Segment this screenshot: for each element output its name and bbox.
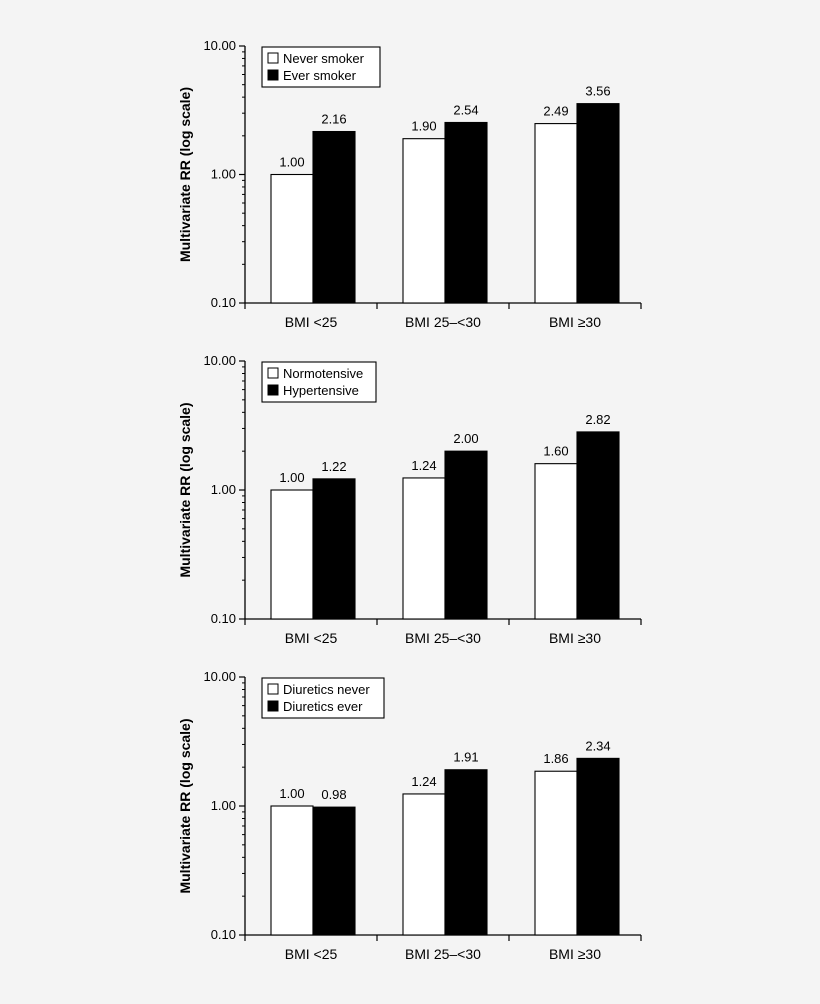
y-axis-label: Multivariate RR (log scale) — [177, 402, 193, 577]
bar-black-2 — [444, 121, 488, 304]
legend-box — [261, 361, 377, 403]
data-label: 0.98 — [321, 787, 346, 802]
y-axis-label: Multivariate RR (log scale) — [177, 718, 193, 893]
bar-white-2 — [402, 793, 446, 936]
x-category-label: BMI <25 — [285, 630, 338, 646]
data-label: 1.22 — [321, 459, 346, 474]
legend-swatch-2 — [267, 69, 279, 81]
y-tick-label: 1.00 — [211, 482, 236, 497]
legend-label-1: Diuretics never — [283, 682, 370, 697]
data-label: 1.00 — [279, 155, 304, 170]
legend-swatch-2 — [267, 700, 279, 712]
legend-swatch-2 — [267, 384, 279, 396]
chart-panel-3: Multivariate RR (log scale) 0.10 1.00 10.00… — [177, 669, 642, 962]
data-label: 2.34 — [585, 738, 610, 753]
data-label: 2.54 — [453, 102, 478, 117]
data-label: 1.60 — [543, 444, 568, 459]
y-tick-label: 1.00 — [211, 798, 236, 813]
legend-label-2: Diuretics ever — [283, 699, 363, 714]
bar-black-3 — [576, 103, 620, 304]
y-tick-label: 10.00 — [203, 353, 236, 368]
legend-swatch-1 — [267, 52, 279, 64]
legend-swatch-1 — [267, 367, 279, 379]
y-tick-label: 10.00 — [203, 38, 236, 53]
bar-black-2 — [444, 769, 488, 936]
chart-panel-2: Multivariate RR (log scale) 0.10 1.00 10.00… — [177, 353, 642, 646]
bar-white-3 — [534, 463, 578, 620]
y-tick-label: 0.10 — [211, 611, 236, 626]
x-category-label: BMI <25 — [285, 314, 338, 330]
x-category-label: BMI 25–<30 — [405, 946, 481, 962]
bar-white-1 — [270, 173, 314, 304]
data-label: 1.90 — [411, 119, 436, 134]
bar-black-1 — [312, 806, 356, 936]
x-category-label: BMI ≥30 — [549, 314, 601, 330]
legend-label-2: Hypertensive — [283, 383, 359, 398]
legend-label-1: Normotensive — [283, 366, 363, 381]
bar-white-1 — [270, 805, 314, 936]
data-label: 1.00 — [279, 786, 304, 801]
data-label: 2.82 — [585, 412, 610, 427]
legend-label-2: Ever smoker — [283, 68, 357, 83]
data-label: 3.56 — [585, 84, 610, 99]
data-label: 1.24 — [411, 774, 436, 789]
bar-black-3 — [576, 757, 620, 936]
legend-box — [261, 677, 385, 719]
bar-white-3 — [534, 123, 578, 304]
y-tick-label: 10.00 — [203, 669, 236, 684]
legend-label-1: Never smoker — [283, 51, 365, 66]
legend-swatch-1 — [267, 683, 279, 695]
x-category-label: BMI 25–<30 — [405, 630, 481, 646]
y-tick-label: 0.10 — [211, 927, 236, 942]
x-category-label: BMI 25–<30 — [405, 314, 481, 330]
x-category-label: BMI ≥30 — [549, 630, 601, 646]
bar-black-1 — [312, 130, 356, 304]
x-category-label: BMI ≥30 — [549, 946, 601, 962]
bar-white-1 — [270, 489, 314, 620]
data-label: 1.24 — [411, 458, 436, 473]
legend-box — [261, 46, 381, 88]
data-label: 1.00 — [279, 470, 304, 485]
y-axis-label: Multivariate RR (log scale) — [177, 87, 193, 262]
y-tick-label: 0.10 — [211, 295, 236, 310]
data-label: 1.91 — [453, 750, 478, 765]
y-tick-label: 1.00 — [211, 167, 236, 182]
data-label: 1.86 — [543, 751, 568, 766]
bar-black-1 — [312, 478, 356, 620]
bar-white-3 — [534, 770, 578, 936]
bar-black-2 — [444, 450, 488, 620]
data-label: 2.16 — [321, 112, 346, 127]
chart-panel-1: Multivariate RR (log scale) 0.10 1.00 10.00… — [177, 38, 642, 330]
bar-white-2 — [402, 138, 446, 304]
data-label: 2.00 — [453, 431, 478, 446]
data-label: 2.49 — [543, 104, 568, 119]
x-category-label: BMI <25 — [285, 946, 338, 962]
bar-black-3 — [576, 431, 620, 620]
bar-white-2 — [402, 477, 446, 620]
